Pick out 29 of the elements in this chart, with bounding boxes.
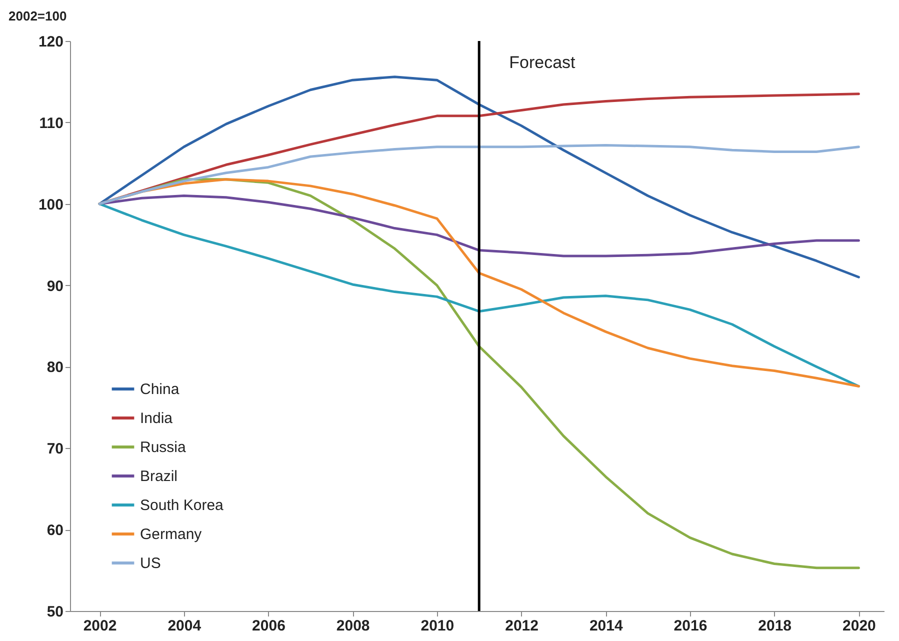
- y-axis-title: 2002=100: [8, 8, 67, 24]
- x-tick-label: 2008: [336, 618, 370, 634]
- x-tick-label: 2006: [252, 618, 286, 634]
- legend-label: US: [140, 555, 161, 572]
- y-tick-label: 80: [46, 359, 64, 376]
- y-tick-label: 50: [46, 604, 64, 620]
- legend-label: Russia: [140, 439, 187, 456]
- y-tick-label: 70: [46, 440, 64, 458]
- x-tick-label: 2018: [758, 618, 792, 634]
- y-tick-label: 110: [39, 114, 64, 132]
- y-tick-label: 100: [38, 196, 64, 214]
- legend-label: South Korea: [140, 497, 224, 514]
- ref-line-label: Forecast: [509, 53, 576, 72]
- x-tick-label: 2016: [674, 618, 708, 634]
- y-tick-label: 60: [46, 522, 64, 540]
- y-tick-label: 120: [38, 34, 64, 50]
- line-series: [98, 76, 860, 278]
- x-tick-label: 2004: [168, 618, 202, 634]
- x-tick-label: 2020: [842, 618, 876, 634]
- legend-label: Brazil: [140, 468, 178, 485]
- line-series: [98, 144, 860, 206]
- legend-label: Germany: [140, 526, 202, 543]
- x-tick-label: 2012: [505, 618, 538, 634]
- x-tick-label: 2014: [589, 618, 624, 634]
- y-tick-label: 90: [46, 278, 64, 295]
- legend-label: China: [140, 381, 180, 398]
- x-tick-label: 2010: [420, 618, 454, 634]
- x-tick-label: 2002: [83, 618, 117, 634]
- legend-label: India: [140, 410, 174, 427]
